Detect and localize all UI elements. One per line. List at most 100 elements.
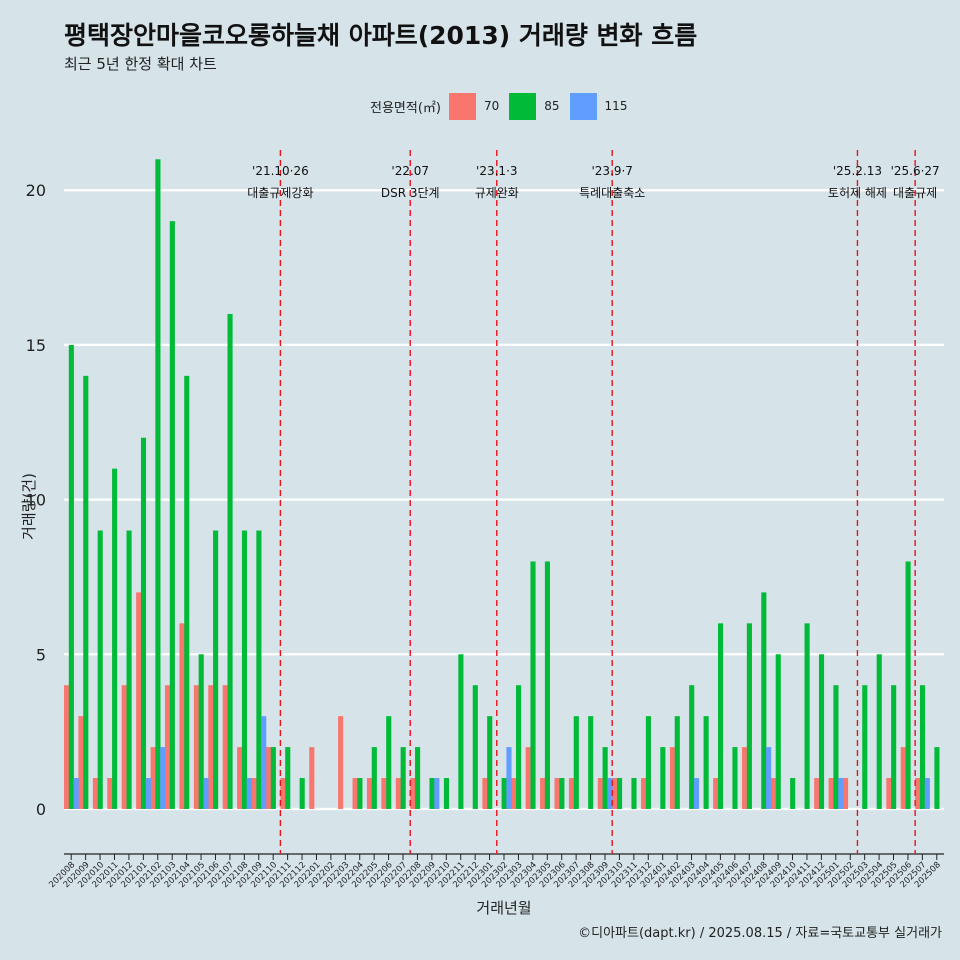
bar-70-202201 [309, 747, 315, 809]
bar-115-202101 [145, 778, 151, 809]
bar-85-202102 [155, 159, 161, 809]
bar-70-202204 [352, 778, 358, 809]
bar-85-202211 [458, 654, 464, 809]
bar-85-202104 [184, 375, 190, 809]
legend-swatch-85 [509, 92, 537, 120]
bar-85-202506 [905, 561, 911, 809]
bar-70-202412 [814, 778, 820, 809]
bar-70-202409 [770, 778, 776, 809]
event-date-label: '25.6·27 [891, 164, 940, 178]
bar-85-202406 [732, 747, 738, 809]
bar-70-202306 [554, 778, 560, 809]
event-date-label: '23.9·7 [591, 164, 632, 178]
bar-85-202106 [213, 530, 219, 809]
bar-85-202101 [140, 437, 147, 809]
event-name-label: 대출규제 [893, 186, 937, 200]
bar-85-202306 [559, 778, 565, 809]
bar-85-202012 [126, 530, 132, 809]
bar-70-202307 [568, 778, 575, 809]
bar-70-202310 [612, 778, 618, 809]
bar-70-202505 [886, 778, 892, 809]
bar-70-202104 [179, 623, 185, 809]
legend: 전용면적(㎡) 70 85 115 [370, 92, 637, 120]
bar-70-202304 [525, 747, 531, 809]
bar-85-202302 [501, 778, 507, 809]
bar-70-202103 [164, 685, 171, 809]
bar-70-202012 [121, 685, 127, 809]
event-name-label: DSR 3단계 [381, 186, 440, 200]
bar-70-202303 [511, 778, 517, 809]
y-tick-label: 20 [26, 181, 46, 200]
bar-85-202204 [357, 778, 363, 809]
bar-115-202209 [434, 778, 440, 809]
bar-70-202501 [828, 778, 834, 809]
bar-70-202101 [136, 592, 142, 809]
event-name-label: 특례대출축소 [579, 186, 645, 200]
bar-115-202108 [246, 778, 252, 809]
event-date-label: '25.2.13 [833, 164, 882, 178]
y-tick-label: 0 [36, 800, 46, 819]
bar-70-202407 [742, 747, 748, 809]
bar-85-202310 [617, 778, 623, 809]
bar-85-202210 [443, 778, 449, 809]
bar-70-202203 [338, 716, 344, 809]
bar-70-202009 [78, 716, 84, 809]
bar-115-202403 [693, 778, 700, 809]
bar-70-202011 [107, 778, 113, 809]
bar-85-202503 [862, 685, 868, 809]
bar-85-202301 [487, 716, 493, 809]
legend-item-85: 85 [509, 92, 563, 120]
bar-70-202106 [208, 685, 214, 809]
bar-85-202112 [299, 778, 305, 809]
bar-85-202110 [270, 747, 276, 809]
legend-swatch-115 [569, 92, 597, 120]
event-date-label: '23.1·3 [476, 164, 517, 178]
bar-85-202303 [516, 685, 522, 809]
bar-85-202109 [256, 530, 262, 809]
bar-85-202410 [790, 778, 796, 809]
bar-85-202504 [876, 654, 882, 809]
y-tick-label: 10 [26, 491, 46, 510]
bar-85-202308 [588, 716, 594, 809]
bar-70-202107 [222, 685, 228, 809]
bar-115-202501 [838, 778, 844, 809]
event-date-label: '21.10·26 [252, 164, 309, 178]
bar-70-202502 [843, 778, 849, 809]
bar-115-202102 [160, 747, 166, 809]
event-name-label: 규제완화 [475, 186, 519, 200]
bar-70-202507 [915, 778, 921, 809]
bar-70-202110 [265, 747, 272, 809]
bar-85-202505 [891, 685, 897, 809]
chart-caption: ©디아파트(dapt.kr) / 2025.08.15 / 자료=국토교통부 실… [578, 926, 942, 941]
bar-70-202111 [280, 778, 286, 809]
bar-85-202408 [761, 592, 767, 809]
bar-85-202105 [198, 654, 204, 809]
bar-85-202010 [97, 530, 103, 809]
y-axis-title: 거래량(건) [20, 473, 38, 540]
bar-115-202302 [506, 747, 512, 809]
bar-70-202208 [410, 778, 416, 809]
event-name-label: 대출규제강화 [247, 186, 313, 200]
legend-label-115: 115 [604, 99, 628, 113]
bar-85-202307 [573, 716, 579, 809]
legend-title: 전용면적(㎡) [370, 100, 441, 116]
chart-title: 평택장안마을코오롱하늘채 아파트(2013) 거래량 변화 흐름 [64, 21, 698, 50]
bar-85-202501 [833, 685, 839, 809]
bar-70-202109 [251, 778, 257, 809]
bar-85-202206 [386, 716, 392, 809]
bar-85-202209 [429, 778, 435, 809]
bar-115-202109 [261, 716, 267, 809]
bar-85-202405 [717, 623, 724, 809]
bar-70-202108 [237, 747, 243, 809]
legend-swatch-70 [448, 92, 476, 120]
legend-label-70: 70 [483, 99, 500, 113]
bar-85-202008 [68, 344, 74, 809]
bar-85-202402 [674, 716, 680, 809]
bar-70-202405 [713, 778, 719, 809]
bar-70-202206 [381, 778, 387, 809]
bar-85-202404 [703, 716, 709, 809]
bar-85-202412 [818, 654, 825, 809]
bar-70-202402 [669, 747, 676, 809]
bar-85-202212 [472, 685, 478, 809]
